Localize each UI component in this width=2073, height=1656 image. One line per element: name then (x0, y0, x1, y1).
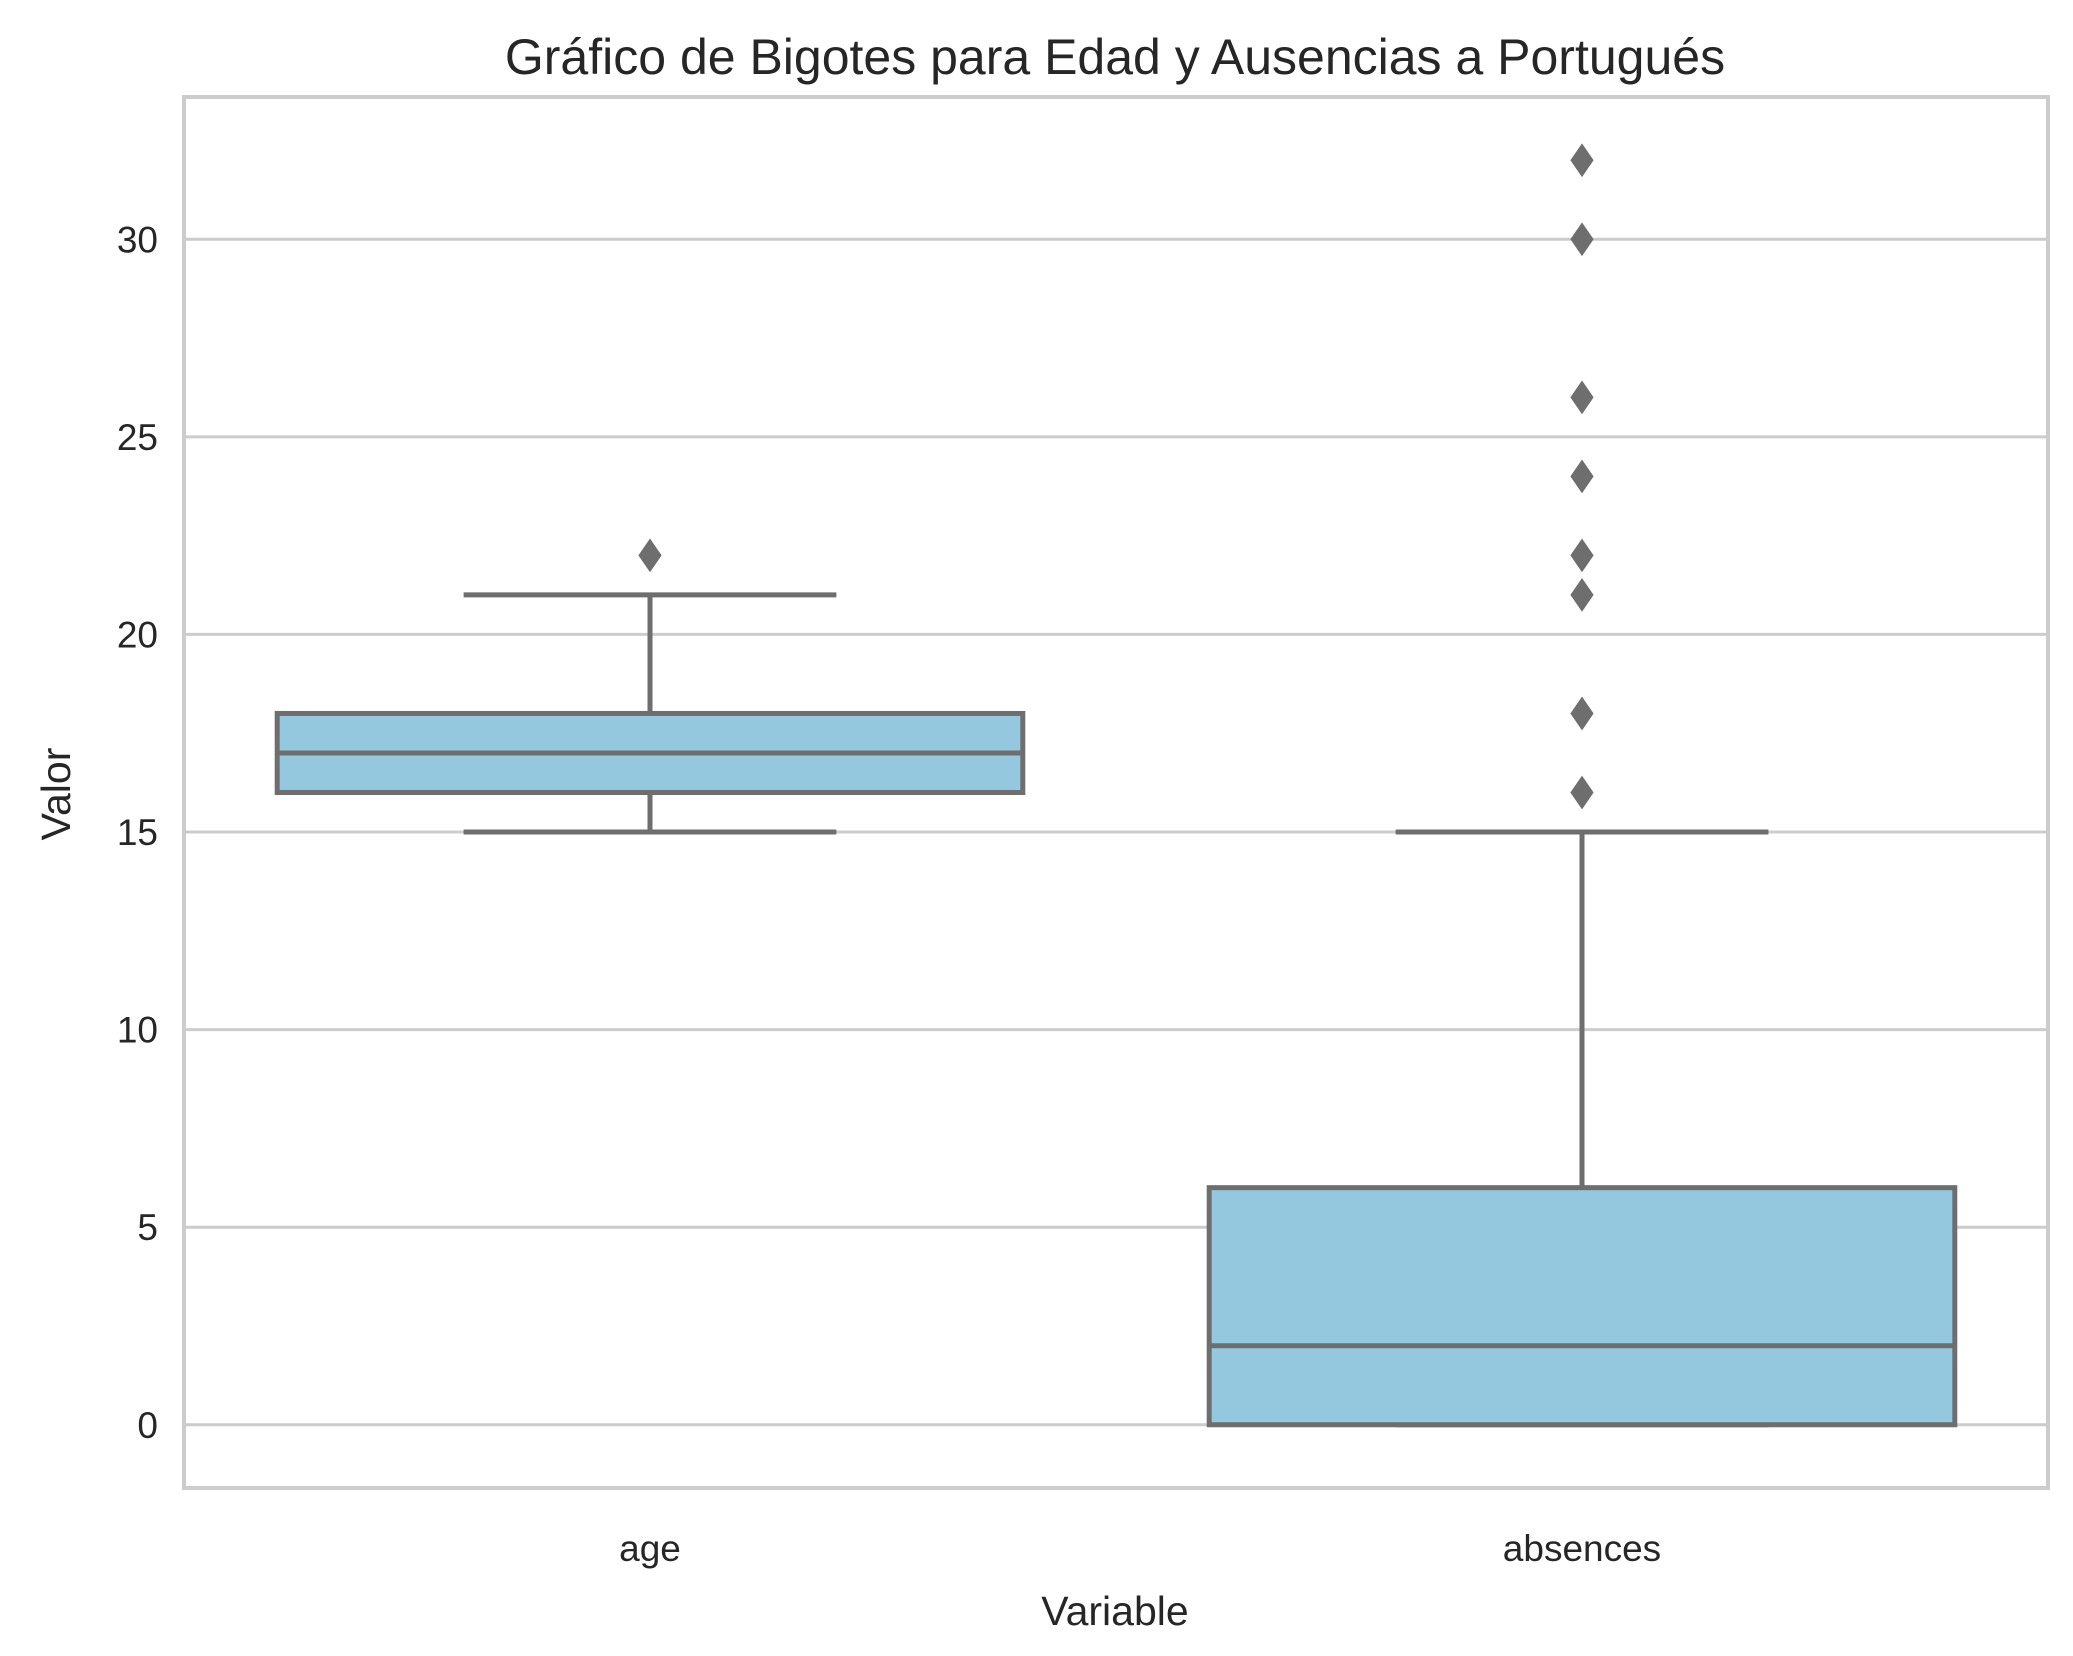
outlier-point (1570, 222, 1594, 257)
tick-labels: 0 5 10 15 20 25 30 age absences (117, 219, 1661, 1569)
x-tick-label: absences (1503, 1528, 1661, 1569)
x-tick-label: age (619, 1528, 681, 1569)
outlier-point (1570, 775, 1594, 810)
outlier-point (1570, 380, 1594, 415)
outlier-point (1570, 538, 1594, 573)
outlier-point (1570, 696, 1594, 731)
outlier-point (638, 538, 662, 573)
plot-frame (182, 95, 2050, 1490)
outlier-point (1570, 459, 1594, 494)
box-group-age (274, 538, 1026, 835)
y-tick-label: 15 (117, 812, 158, 853)
y-tick-label: 10 (117, 1010, 158, 1051)
box-group-absences (1206, 143, 1958, 1428)
y-tick-label: 5 (137, 1207, 158, 1248)
y-axis-label: Valor (33, 748, 79, 841)
y-tick-label: 0 (137, 1405, 158, 1446)
x-axis-label: Variable (1041, 1588, 1188, 1634)
y-tick-label: 20 (117, 614, 158, 655)
boxes (274, 143, 1958, 1428)
y-tick-label: 30 (117, 219, 158, 260)
chart-title: Gráfico de Bigotes para Edad y Ausencias… (505, 29, 1725, 85)
outlier-point (1570, 578, 1594, 612)
iqr-box (1206, 1185, 1958, 1428)
y-tick-label: 25 (117, 417, 158, 458)
outlier-point (1570, 143, 1594, 178)
